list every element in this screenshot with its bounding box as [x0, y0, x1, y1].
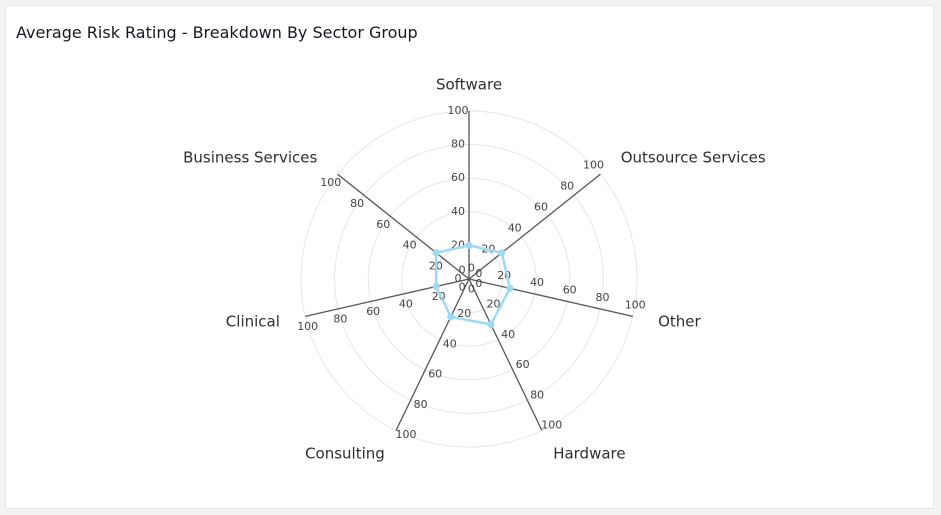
tick-label: 80 — [530, 388, 544, 401]
tick-label: 60 — [376, 218, 390, 231]
data-point — [506, 284, 514, 292]
tick-label: 60 — [428, 368, 442, 381]
tick-label: 80 — [414, 398, 428, 411]
tick-label: 80 — [560, 180, 574, 193]
tick-label: 100 — [583, 159, 604, 172]
tick-label: 100 — [297, 320, 318, 333]
tick-label: 80 — [451, 138, 465, 151]
category-label: Hardware — [553, 444, 625, 462]
tick-label: 0 — [475, 277, 482, 290]
tick-label: 100 — [320, 176, 341, 189]
tick-label: 0 — [455, 272, 462, 285]
data-point — [487, 320, 495, 328]
tick-label: 40 — [451, 205, 465, 218]
tick-label: 40 — [530, 276, 544, 289]
chart-title: Average Risk Rating - Breakdown By Secto… — [16, 23, 418, 42]
axis-line — [468, 278, 543, 431]
axis-line — [468, 278, 633, 318]
data-point — [465, 241, 473, 249]
tick-label: 0 — [459, 263, 466, 276]
radar-category-labels: Software Outsource Services Other Hardware C… — [183, 76, 766, 463]
tick-label: 60 — [366, 305, 380, 318]
tick-label: 40 — [508, 222, 522, 235]
tick-label: 0 — [468, 283, 475, 296]
axis-line — [337, 173, 470, 280]
tick-label: 20 — [487, 298, 501, 311]
tick-label: 60 — [516, 358, 530, 371]
axis-line — [305, 278, 470, 318]
tick-label: 40 — [403, 239, 417, 252]
series-line — [434, 244, 512, 326]
tick-label: 80 — [333, 313, 347, 326]
tick-label: 80 — [596, 291, 610, 304]
axis-line — [468, 173, 601, 280]
tick-label: 100 — [448, 104, 469, 117]
tick-label: 80 — [350, 197, 364, 210]
category-label: Outsource Services — [621, 149, 766, 167]
tick-label: 40 — [443, 337, 457, 350]
category-label: Consulting — [305, 444, 385, 462]
radar-tick-labels: 0204060801000204060801000204060801000204… — [297, 104, 646, 441]
tick-label: 0 — [459, 281, 466, 294]
data-point — [432, 282, 440, 291]
data-point — [447, 313, 455, 321]
radar-series — [432, 241, 514, 328]
tick-label: 60 — [534, 201, 548, 214]
radar-axes — [305, 111, 633, 431]
tick-label: 60 — [451, 171, 465, 184]
tick-label: 0 — [475, 267, 482, 280]
tick-label: 0 — [468, 261, 475, 274]
category-label: Software — [436, 76, 502, 94]
category-label: Other — [658, 313, 701, 331]
tick-label: 100 — [625, 299, 646, 312]
data-point — [432, 249, 440, 257]
category-label: Business Services — [183, 149, 317, 167]
axis-line — [395, 278, 470, 431]
tick-label: 20 — [457, 307, 471, 320]
data-point — [498, 249, 506, 257]
category-label: Clinical — [226, 313, 280, 331]
tick-label: 100 — [396, 428, 417, 441]
tick-label: 100 — [541, 419, 562, 432]
tick-label: 40 — [501, 328, 515, 341]
tick-label: 60 — [563, 284, 577, 297]
tick-label: 40 — [399, 298, 413, 311]
